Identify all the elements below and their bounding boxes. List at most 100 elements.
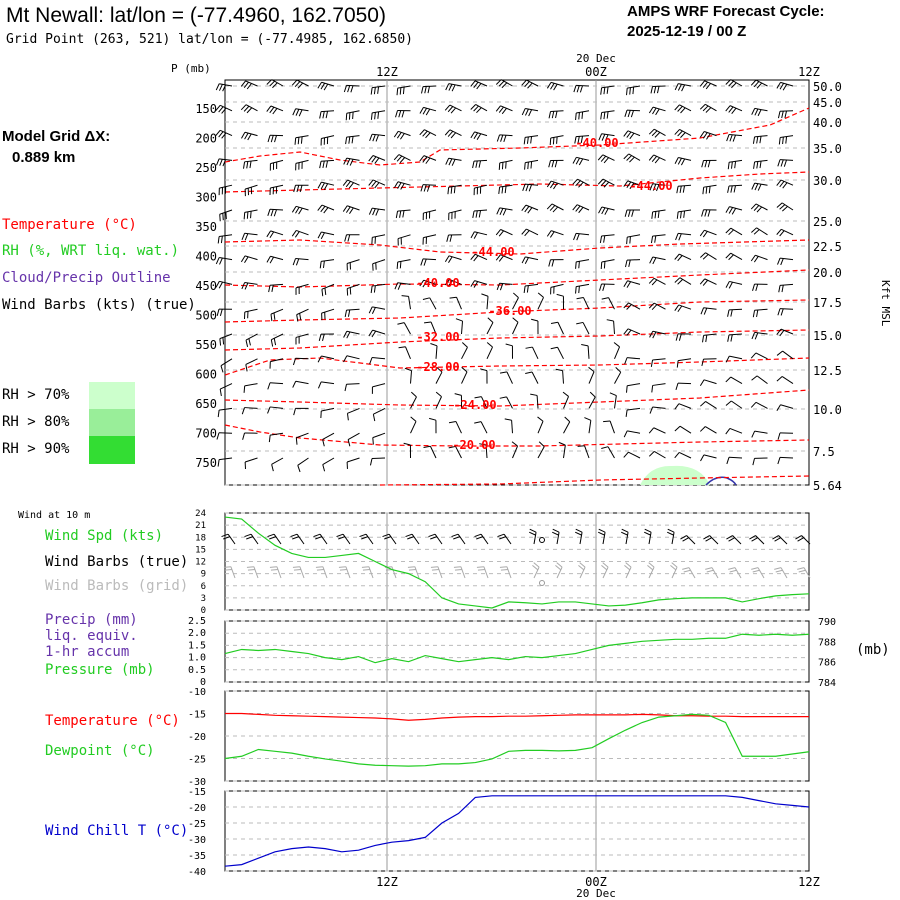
cross-section-wind-barb-feather <box>244 282 249 290</box>
cross-section-wind-barb-feather <box>606 111 609 119</box>
cross-section-wind-barb <box>480 396 488 409</box>
cross-section-wind-barb-feather <box>374 182 380 189</box>
true-wind-barb <box>434 533 443 545</box>
cross-section-wind-barb-feather <box>499 208 504 216</box>
cross-section-wind-barb <box>322 457 335 465</box>
cross-section-wind-barb <box>704 278 717 285</box>
cross-section-wind-barb-feather <box>725 252 732 259</box>
grid-wind-barb-feather <box>453 566 461 568</box>
cross-section-wind-barb-feather <box>344 234 347 242</box>
cross-section-wind-barb <box>704 130 717 137</box>
cross-section-wind-barb <box>779 283 794 286</box>
cross-section-wind-barb-feather <box>576 321 584 325</box>
cross-section-wind-barb <box>563 421 571 434</box>
cross-section-wind-barb-feather <box>475 210 478 218</box>
cross-section-wind-barb-feather <box>680 132 686 138</box>
cross-section-wind-barb <box>372 357 386 360</box>
cross-section-wind-barb <box>628 302 641 310</box>
cross-section-wind-barb-feather <box>777 111 781 119</box>
cross-section-wind-barb-feather <box>675 333 679 341</box>
cross-section-wind-barb-feather <box>600 155 607 162</box>
cross-section-wind-barb-feather <box>751 182 756 190</box>
panel-frame-xs <box>224 79 810 486</box>
height-tick-label: 10.0 <box>813 403 842 417</box>
grid-wind-barb-feather <box>648 562 655 568</box>
cross-section-wind-barb-feather <box>245 364 248 372</box>
cross-section-wind-barb-feather <box>754 108 759 116</box>
cross-section-wind-barb-feather <box>750 401 757 408</box>
cross-section-wind-barb <box>601 85 615 89</box>
cross-section-wind-barb-feather <box>727 309 730 317</box>
pressure-label: Pressure (mb) <box>45 662 155 678</box>
precip-tick-label: 2.5 <box>188 616 206 627</box>
cross-section-wind-barb-feather <box>404 367 412 372</box>
cross-section-wind-barb <box>372 283 386 287</box>
cross-section-wind-barb-feather <box>551 160 555 168</box>
cross-section-wind-barb-feather <box>648 302 655 309</box>
cross-section-wind-barb-feather <box>473 132 479 140</box>
cross-section-wind-barb <box>403 322 411 335</box>
cross-section-wind-barb-feather <box>782 136 784 145</box>
cross-section-wind-barb-feather <box>725 79 732 85</box>
cross-section-wind-barb-feather <box>701 359 704 367</box>
cross-section-wind-barb-feather <box>602 283 606 291</box>
cross-section-wind-barb <box>652 358 666 361</box>
cross-section-wind-barb <box>347 432 360 440</box>
true-wind-barb-feather <box>336 533 344 538</box>
panel-frame-pre <box>224 620 810 683</box>
cross-section-wind-barb-feather <box>606 86 609 94</box>
cross-section-wind-barb-feather <box>400 133 405 140</box>
cross-section-wind-barb-feather <box>548 259 551 267</box>
true-wind-barb-feather <box>223 536 231 540</box>
cross-section-wind-barb-feather <box>479 443 487 446</box>
legend-rh: RH (%, WRT liq. wat.) <box>2 243 180 259</box>
cross-section-wind-barb-feather <box>297 82 304 89</box>
cross-section-wind-barb-feather <box>323 207 329 214</box>
cross-section-wind-barb-feather <box>266 105 272 112</box>
cross-section-wind-barb-feather <box>674 129 680 135</box>
cross-section-wind-barb <box>563 396 570 409</box>
grid-wind-barb-feather <box>223 566 231 568</box>
pressure-tick-label: 550 <box>195 338 217 352</box>
cross-section-wind-barb-feather <box>606 319 614 322</box>
true-wind-barb <box>365 533 374 545</box>
cross-section-wind-barb-feather <box>705 107 712 113</box>
cross-section-wind-barb-feather <box>293 185 296 193</box>
cross-section-wind-barb-feather <box>683 210 686 218</box>
true-wind-barb-feather <box>726 535 733 540</box>
cross-section-wind-barb-feather <box>244 132 249 140</box>
cross-section-wind-barb-feather <box>674 452 680 459</box>
cross-section-wind-barb-feather <box>430 343 438 347</box>
cross-section-wind-barb-feather <box>701 209 704 217</box>
cross-section-wind-barb <box>346 259 360 264</box>
cross-section-wind-barb-feather <box>293 408 296 416</box>
grid-wind-barb-feather <box>246 566 254 568</box>
cross-section-wind-barb <box>480 421 488 434</box>
cross-section-wind-barb-feather <box>368 207 373 215</box>
cross-section-wind-barb-feather <box>531 318 539 322</box>
cross-section-wind-barb-feather <box>272 108 278 115</box>
cross-section-wind-barb-feather <box>725 227 732 234</box>
cross-section-wind-barb-feather <box>676 211 679 219</box>
true-wind-barb-feather <box>529 531 536 536</box>
precip-tick-label: 0.5 <box>188 665 206 676</box>
cross-section-wind-barb-feather <box>342 205 348 212</box>
cross-section-wind-barb-feather <box>626 237 628 245</box>
cross-section-wind-barb-feather <box>319 111 322 119</box>
cross-section-wind-barb-feather <box>399 261 402 269</box>
cross-section-wind-barb-feather <box>677 158 682 165</box>
temperature-tick-label: -25 <box>188 755 206 766</box>
cross-section-wind-barb <box>244 308 258 313</box>
cross-section-wind-barb-feather <box>627 110 631 118</box>
isotherm-line <box>224 239 810 255</box>
grid-wind-barb-feather <box>578 564 585 571</box>
cross-section-wind-barb <box>269 382 284 385</box>
cross-section-wind-barb <box>244 407 258 409</box>
cross-section-wind-barb-feather <box>524 257 529 264</box>
grid-wind-barb-feather <box>729 569 737 573</box>
cross-section-wind-barb <box>755 401 768 409</box>
true-wind-barb <box>250 533 259 545</box>
temperature-tick-label: -30 <box>188 777 206 788</box>
cross-section-wind-barb-feather <box>656 86 660 94</box>
